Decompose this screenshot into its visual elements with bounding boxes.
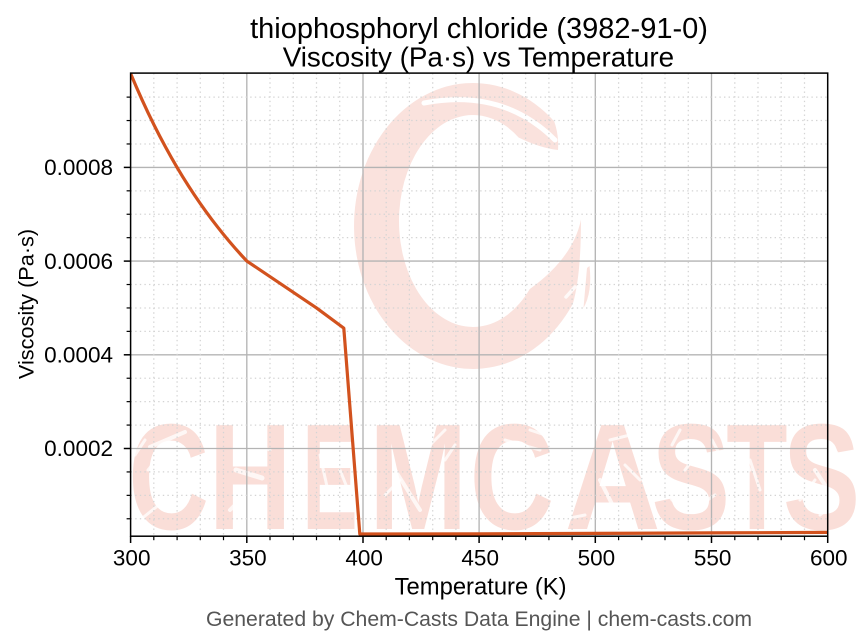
svg-text:Viscosity (Pa·s) vs Temperatur: Viscosity (Pa·s) vs Temperature	[283, 42, 674, 73]
svg-text:600: 600	[810, 546, 848, 571]
svg-text:350: 350	[229, 546, 267, 571]
svg-text:Temperature (K): Temperature (K)	[395, 574, 567, 601]
svg-text:550: 550	[694, 546, 732, 571]
svg-text:0.0008: 0.0008	[44, 155, 113, 180]
svg-text:500: 500	[578, 546, 616, 571]
svg-text:0.0004: 0.0004	[44, 343, 113, 368]
svg-text:thiophosphoryl chloride (3982-: thiophosphoryl chloride (3982-91-0)	[250, 13, 708, 45]
svg-text:0.0006: 0.0006	[44, 249, 113, 274]
svg-text:450: 450	[461, 546, 499, 571]
svg-text:Viscosity (Pa·s): Viscosity (Pa·s)	[14, 229, 39, 379]
svg-text:Generated by Chem-Casts Data E: Generated by Chem-Casts Data Engine | ch…	[206, 608, 752, 631]
svg-text:E: E	[302, 392, 358, 561]
svg-text:0.0002: 0.0002	[44, 436, 113, 461]
svg-text:C: C	[128, 392, 209, 561]
svg-text:300: 300	[113, 546, 151, 571]
svg-text:400: 400	[345, 546, 383, 571]
